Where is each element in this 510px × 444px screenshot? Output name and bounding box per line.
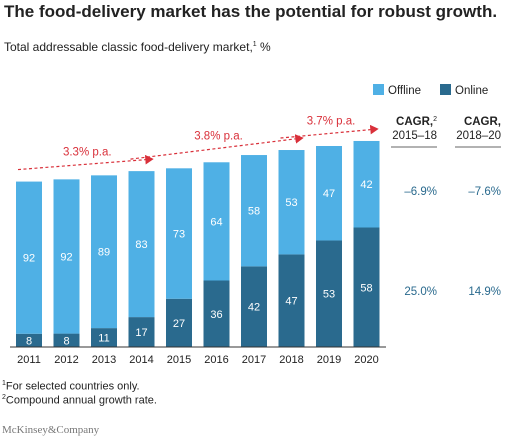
- bar-offline-2011: [16, 181, 42, 334]
- bar-offline-2020: [353, 140, 380, 228]
- data-label-online-2015: 27: [173, 318, 185, 330]
- cagr-online-1: 25.0%: [404, 286, 437, 298]
- cagr-header-2: CAGR,: [464, 116, 501, 128]
- bar-online-2017: [241, 266, 267, 347]
- bars-group: 8 92 2011 8 92 2012 11 89 2013 17 83 2014 27 73 2015 36…: [10, 140, 386, 366]
- data-label-offline-2015: 73: [173, 229, 185, 241]
- bar-offline-2012: [53, 179, 80, 334]
- footnote-1: 1For selected countries only.: [2, 380, 140, 393]
- x-tick-2013: 2013: [92, 354, 116, 366]
- data-label-offline-2014: 83: [135, 239, 147, 251]
- data-label-offline-2012: 92: [60, 251, 72, 263]
- footnote-2-text: Compound annual growth rate.: [5, 394, 157, 407]
- legend-swatch-offline: [373, 84, 384, 95]
- data-label-online-2019: 53: [323, 289, 335, 301]
- bar-online-2015: [166, 298, 192, 347]
- data-label-online-2017: 42: [248, 302, 260, 314]
- cagr-period-2: 2018–20: [456, 130, 501, 142]
- growth-label-1: 3.3% p.a.: [63, 146, 112, 158]
- bar-online-2020: [353, 227, 380, 347]
- cagr-header-1: CAGR,2: [396, 116, 437, 128]
- data-label-online-2020: 58: [360, 282, 372, 294]
- legend-swatch-online: [440, 84, 451, 95]
- cagr-period-1: 2015–18: [392, 130, 437, 142]
- bar-online-2014: [128, 317, 155, 347]
- brand-logo-text: McKinsey&Company: [2, 424, 100, 436]
- data-label-offline-2018: 53: [285, 197, 297, 209]
- legend: Offline Online: [373, 84, 488, 97]
- growth-label-2: 3.8% p.a.: [194, 131, 243, 143]
- data-label-online-2016: 36: [210, 309, 222, 321]
- x-tick-2017: 2017: [242, 354, 266, 366]
- chart-title: The food-delivery market has the potenti…: [4, 2, 498, 21]
- growth-arrow-2: [130, 134, 304, 160]
- x-tick-2019: 2019: [317, 354, 341, 366]
- growth-arrow-3: [280, 124, 379, 139]
- data-label-online-2013: 11: [98, 333, 109, 345]
- footnote-2-mark: 2: [2, 394, 6, 401]
- bar-offline-2017: [241, 155, 267, 267]
- data-label-offline-2020: 42: [360, 179, 372, 191]
- data-label-offline-2013: 89: [98, 247, 110, 259]
- bar-offline-2015: [166, 168, 192, 299]
- legend-label-offline: Offline: [388, 85, 421, 97]
- data-label-online-2012: 8: [63, 335, 69, 347]
- footnote-2: 2Compound annual growth rate.: [2, 394, 157, 407]
- data-label-online-2014: 17: [135, 327, 147, 339]
- cagr-table: CAGR,2 2015–18 –6.9% 25.0% CAGR, 2018–20 –7.6%…: [391, 116, 501, 298]
- bar-offline-2016: [203, 162, 230, 281]
- data-label-online-2018: 47: [285, 296, 297, 308]
- bar-offline-2014: [128, 171, 155, 318]
- x-tick-2020: 2020: [354, 354, 378, 366]
- subtitle-unit: %: [260, 40, 271, 54]
- x-tick-2015: 2015: [167, 354, 191, 366]
- cagr-online-2: 14.9%: [468, 286, 501, 298]
- subtitle-footnote-mark: 1: [252, 41, 257, 48]
- bar-online-2018: [278, 254, 305, 347]
- bar-online-2016: [203, 280, 230, 347]
- data-label-offline-2011: 92: [23, 253, 35, 265]
- bar-offline-2019: [316, 146, 342, 241]
- data-label-offline-2017: 58: [248, 206, 260, 218]
- subtitle-text: Total addressable classic food-delivery …: [4, 40, 253, 54]
- x-tick-2014: 2014: [129, 354, 153, 366]
- growth-annotations: 3.3% p.a. 3.8% p.a. 3.7% p.a.: [17, 115, 379, 171]
- growth-arrow-1: [17, 154, 154, 171]
- bar-offline-2013: [91, 175, 117, 329]
- x-tick-2011: 2011: [17, 354, 41, 366]
- footnote-1-text: For selected countries only.: [5, 380, 140, 393]
- bar-online-2012: [53, 333, 80, 347]
- x-tick-2012: 2012: [54, 354, 78, 366]
- cagr-offline-2: –7.6%: [468, 186, 501, 198]
- bar-online-2011: [16, 333, 42, 347]
- growth-label-3: 3.7% p.a.: [307, 115, 356, 127]
- bar-online-2019: [316, 240, 342, 347]
- data-label-offline-2019: 47: [323, 188, 335, 200]
- chart-subtitle: Total addressable classic food-delivery …: [4, 40, 271, 54]
- data-label-online-2011: 8: [26, 335, 32, 347]
- data-label-offline-2016: 64: [210, 216, 222, 228]
- x-tick-2016: 2016: [204, 354, 228, 366]
- bar-online-2013: [91, 328, 117, 347]
- legend-label-online: Online: [455, 85, 488, 97]
- bar-offline-2018: [278, 150, 305, 255]
- x-tick-2018: 2018: [279, 354, 303, 366]
- cagr-offline-1: –6.9%: [404, 186, 437, 198]
- footnote-1-mark: 1: [2, 380, 6, 387]
